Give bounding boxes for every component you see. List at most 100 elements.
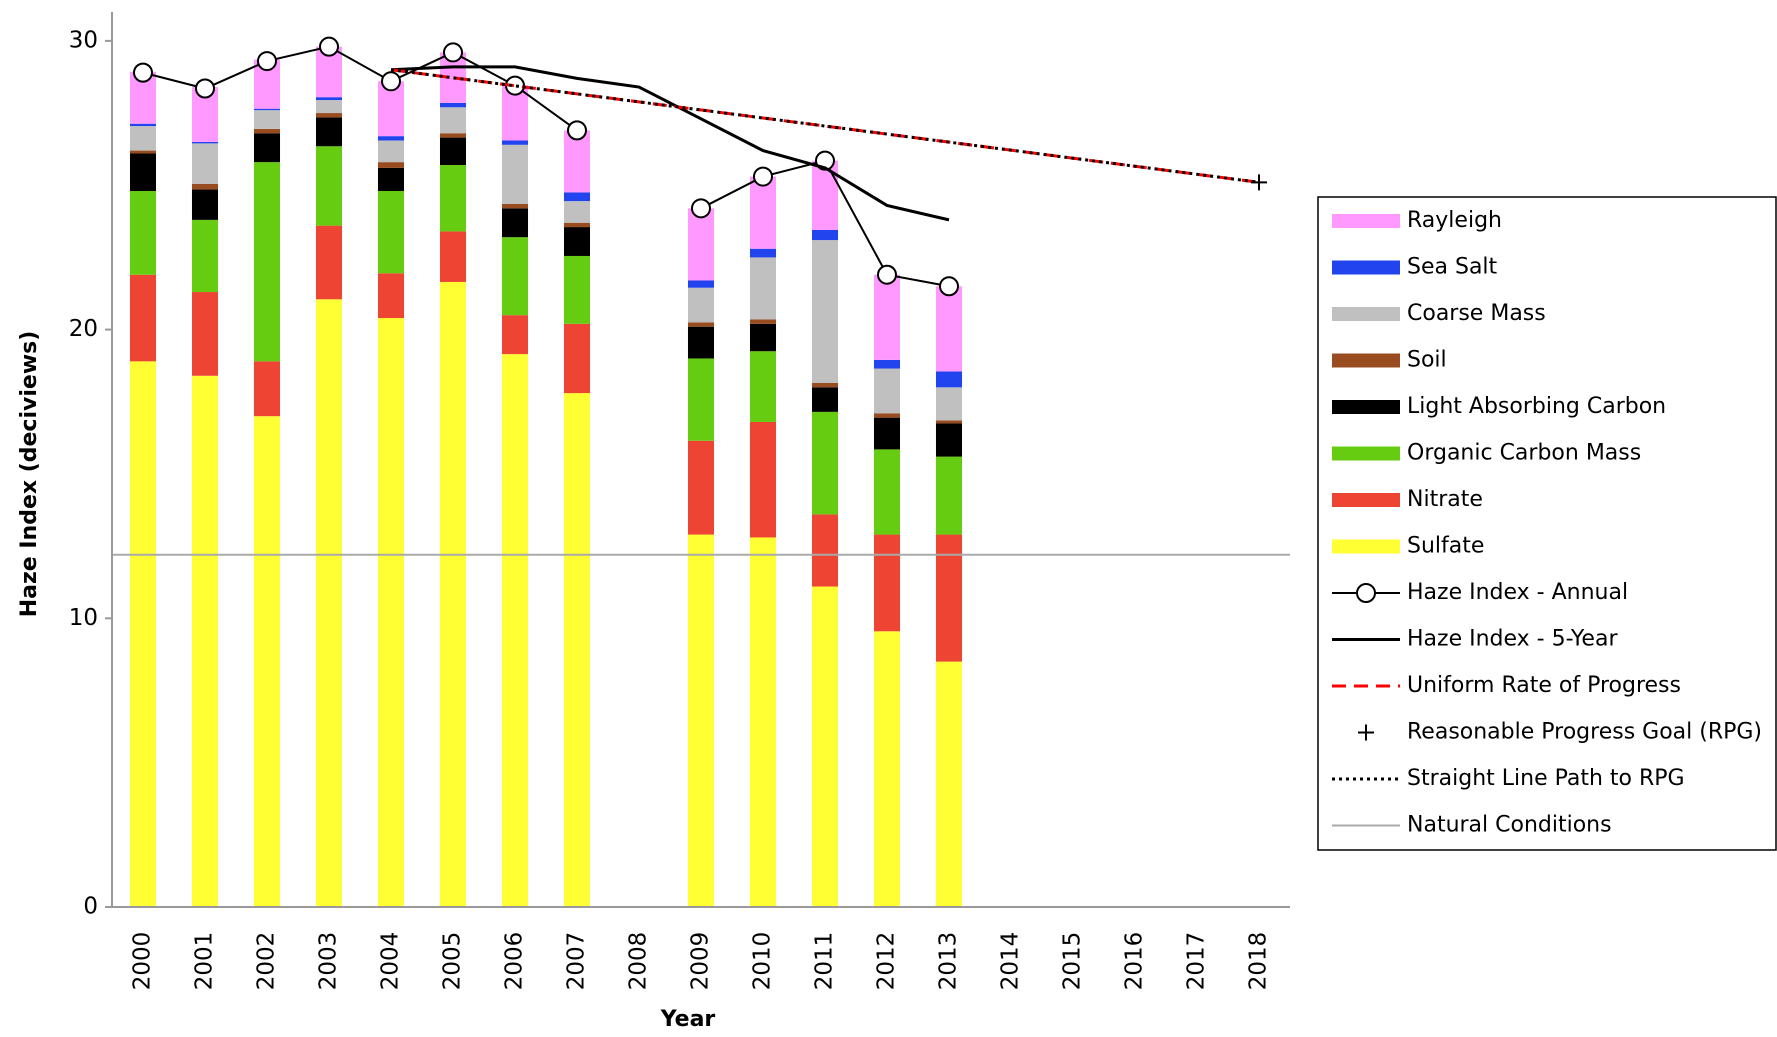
bar-segment	[439, 231, 467, 282]
x-axis-title: Year	[660, 1007, 716, 1032]
x-tick-label: 2001	[192, 932, 218, 991]
bar-segment	[873, 368, 901, 414]
bar-segment	[315, 113, 343, 118]
bar-segment	[563, 393, 591, 907]
annual-marker	[195, 78, 215, 99]
bar-segment	[935, 534, 963, 662]
bar-segment	[563, 130, 591, 193]
x-tick-label: 2008	[626, 932, 652, 991]
legend-label: Haze Index - 5-Year	[1407, 627, 1618, 652]
legend-swatch	[1332, 400, 1400, 414]
bar-segment	[315, 100, 343, 114]
x-tick-label: 2003	[316, 932, 342, 991]
bar-segment	[377, 162, 405, 168]
bar-segment	[191, 183, 219, 190]
bar-segment	[501, 203, 529, 209]
bar-segment	[315, 117, 343, 147]
annual-marker	[877, 264, 897, 285]
bar-segment	[439, 165, 467, 232]
bar-segment	[315, 225, 343, 300]
bar-segment	[253, 162, 281, 362]
bar-segment	[687, 287, 715, 323]
bar-segment	[191, 141, 219, 144]
bar-segment	[129, 191, 157, 275]
legend-label: Coarse Mass	[1407, 301, 1546, 326]
bar-segment	[501, 237, 529, 316]
x-tick-label: 2006	[502, 932, 528, 991]
bar-segment	[315, 299, 343, 908]
x-tick-label: 2015	[1060, 932, 1086, 991]
bar-segment	[749, 176, 777, 249]
bar-segment	[811, 229, 839, 241]
y-tick-label: 30	[69, 27, 98, 53]
bar-segment	[563, 323, 591, 394]
bar-segment	[191, 375, 219, 908]
legend-label: Straight Line Path to RPG	[1407, 766, 1685, 791]
bar-segment	[873, 534, 901, 632]
legend-label: Rayleigh	[1407, 208, 1502, 233]
legend-label: Light Absorbing Carbon	[1407, 394, 1666, 419]
x-tick-label: 2009	[688, 932, 714, 991]
legend-swatch	[1356, 583, 1376, 603]
bar-segment	[253, 416, 281, 907]
annual-marker	[691, 198, 711, 219]
bar-segment	[253, 110, 281, 129]
bar-segment	[687, 326, 715, 359]
bar-segment	[935, 286, 963, 372]
bar-segment	[439, 133, 467, 138]
bar-segment	[377, 191, 405, 274]
annual-marker	[257, 51, 277, 72]
legend-label: Sea Salt	[1407, 255, 1498, 280]
bar-segment	[129, 361, 157, 907]
bar-segment	[563, 227, 591, 256]
x-tick-label: 2014	[998, 932, 1024, 991]
bar-segment	[501, 208, 529, 238]
bar-segment	[439, 137, 467, 166]
legend-swatch	[1332, 446, 1400, 461]
bar-segment	[811, 240, 839, 383]
legend-swatch	[1332, 307, 1400, 321]
bar-segment	[253, 128, 281, 134]
bar-segment	[873, 359, 901, 369]
bar-segment	[687, 322, 715, 327]
bar-segment	[377, 136, 405, 141]
bar-segment	[935, 387, 963, 421]
bar-segment	[687, 280, 715, 288]
bar-segment	[253, 108, 281, 111]
bar-segment	[439, 281, 467, 907]
bar-segment	[501, 315, 529, 355]
annual-marker	[319, 36, 339, 57]
bar-segment	[377, 140, 405, 163]
bar-segment	[253, 361, 281, 417]
x-tick-label: 2018	[1246, 932, 1272, 991]
annual-marker	[443, 42, 463, 63]
x-tick-label: 2012	[874, 932, 900, 991]
bar-segment	[315, 146, 343, 226]
annual-marker	[939, 276, 959, 297]
bar-segment	[687, 208, 715, 281]
bar-segment	[811, 514, 839, 587]
bar-segment	[439, 102, 467, 108]
bar-segment	[563, 222, 591, 228]
bar-segment	[129, 274, 157, 362]
bar-segment	[811, 411, 839, 515]
bar-segment	[749, 537, 777, 907]
annual-marker	[381, 71, 401, 92]
bar-segment	[873, 274, 901, 360]
bar-segment	[873, 631, 901, 907]
line-series	[390, 65, 950, 222]
y-tick-label: 20	[69, 316, 98, 342]
bar-segment	[749, 257, 777, 320]
bar-segment	[501, 354, 529, 907]
legend-label: Sulfate	[1407, 534, 1484, 559]
x-tick-label: 2005	[440, 932, 466, 991]
bar-segment	[191, 189, 219, 220]
bar-segment	[129, 153, 157, 191]
legend-label: Haze Index - Annual	[1407, 580, 1628, 605]
bar-segment	[873, 449, 901, 535]
bar-segment	[749, 323, 777, 352]
bar-segment	[377, 318, 405, 908]
bar-segment	[749, 351, 777, 422]
legend-swatch	[1332, 214, 1400, 228]
